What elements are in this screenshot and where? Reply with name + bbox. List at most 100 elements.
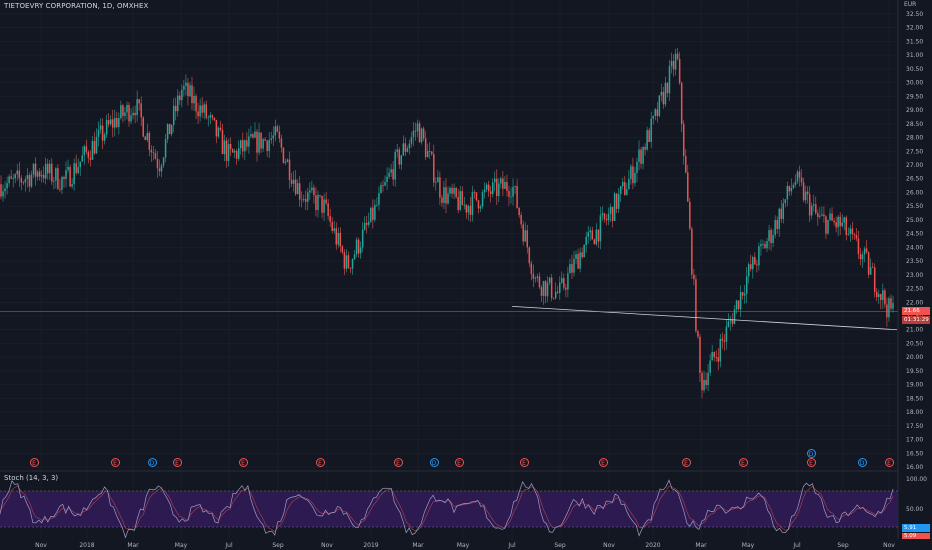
candle-body (636, 161, 638, 173)
candle-body (837, 216, 839, 228)
candle-body (752, 257, 754, 270)
candle-body (38, 171, 41, 177)
dividend-event-marker[interactable]: D (857, 458, 867, 467)
candle-body (347, 255, 350, 268)
candle-body (258, 132, 260, 153)
candle-body (225, 140, 228, 161)
candle-body (240, 140, 242, 149)
candle-body (229, 143, 232, 150)
candle-body (197, 111, 199, 117)
dividend-event-marker[interactable]: D (147, 458, 157, 467)
candle-body (201, 105, 203, 113)
candle-body (278, 131, 281, 139)
price-tick-label: 16.00 (906, 464, 923, 471)
candle-body (343, 252, 346, 269)
candle-body (65, 170, 67, 179)
candle-body (715, 357, 717, 358)
candle-body (567, 273, 569, 290)
earnings-event-marker[interactable]: E (519, 458, 529, 467)
candle-body (719, 338, 722, 362)
earnings-event-marker[interactable]: E (884, 458, 894, 467)
candle-body (67, 166, 69, 171)
earnings-event-marker[interactable]: E (806, 458, 816, 467)
candle-body (743, 293, 746, 296)
symbol-title[interactable]: TIETOEVRY CORPORATION, 1D, OMXHEX (4, 2, 149, 10)
earnings-event-marker[interactable]: E (681, 458, 691, 467)
candle-body (713, 352, 715, 358)
candle-body (788, 185, 791, 192)
candle-body (831, 213, 833, 221)
earnings-event-marker[interactable]: E (598, 458, 608, 467)
candle-body (437, 177, 439, 183)
candle-body (185, 82, 187, 86)
price-tick-label: 18.50 (906, 395, 923, 402)
candle-body (406, 148, 409, 152)
earnings-event-marker[interactable]: E (110, 458, 120, 467)
candle-body (865, 248, 868, 253)
candle-body (552, 297, 555, 299)
candle-body (398, 149, 401, 165)
candle-body (526, 230, 529, 248)
candle-body (705, 379, 707, 386)
candle-body (433, 154, 435, 183)
candle-body (512, 186, 514, 197)
candle-body (796, 171, 799, 182)
earnings-event-marker[interactable]: E (29, 458, 39, 467)
indicator-label[interactable]: Stoch (14, 3, 3) (4, 474, 59, 482)
stoch-k-tag: 5.91 (902, 524, 930, 532)
candle-body (717, 357, 720, 362)
candle-body (8, 176, 10, 184)
candle-body (650, 118, 652, 142)
time-axis[interactable]: Nov 2018 Mar May Jul Sep Nov 2019 Mar May Jul Sep No… (35, 542, 895, 549)
candle-body (599, 215, 602, 242)
candle-body (817, 213, 819, 217)
candle-body (177, 95, 179, 112)
candle-body (463, 204, 466, 206)
candle-body (475, 192, 478, 201)
candle-body (99, 125, 102, 130)
candle-body (498, 183, 500, 197)
candle-body (806, 191, 809, 195)
candle-body (246, 140, 248, 147)
candle-body (414, 130, 417, 132)
trendline[interactable] (512, 305, 898, 331)
candle-body (376, 204, 378, 206)
candle-body (762, 244, 764, 245)
earnings-event-marker[interactable]: E (454, 458, 464, 467)
candle-body (559, 282, 561, 293)
dividend-event-marker[interactable]: D (429, 458, 439, 467)
candle-body (388, 172, 390, 177)
candle-body (790, 187, 793, 192)
candle-body (254, 131, 256, 138)
candle-body (26, 175, 29, 180)
candle-body (400, 155, 403, 165)
stoch-k-line (0, 479, 894, 539)
candle-body (473, 192, 476, 194)
candle-body (664, 82, 667, 105)
candle-body (707, 372, 709, 386)
candle-body (684, 156, 687, 173)
dividend-event-marker[interactable]: D (806, 449, 816, 458)
candle-body (869, 267, 872, 275)
candle-body (307, 192, 309, 202)
earnings-event-marker[interactable]: E (238, 458, 248, 467)
candle-body (615, 193, 618, 209)
price-axis[interactable]: 32.50 32.00 31.50 31.00 30.50 30.00 29.50 29.00… (906, 11, 923, 471)
candle-body (508, 191, 510, 197)
candle-body (656, 109, 659, 116)
candle-body (30, 174, 33, 187)
candle-body (867, 252, 870, 275)
candle-body (731, 320, 734, 324)
earnings-event-marker[interactable]: E (393, 458, 403, 467)
earnings-event-marker[interactable]: E (738, 458, 748, 467)
candle-body (725, 326, 728, 342)
candle-body (207, 117, 210, 119)
candle-body (678, 58, 681, 83)
earnings-event-marker[interactable]: E (315, 458, 325, 467)
earnings-event-marker[interactable]: E (172, 458, 182, 467)
candle-body (2, 191, 4, 197)
candle-body (670, 60, 673, 67)
candle-body (12, 178, 14, 180)
candle-body (585, 236, 587, 246)
